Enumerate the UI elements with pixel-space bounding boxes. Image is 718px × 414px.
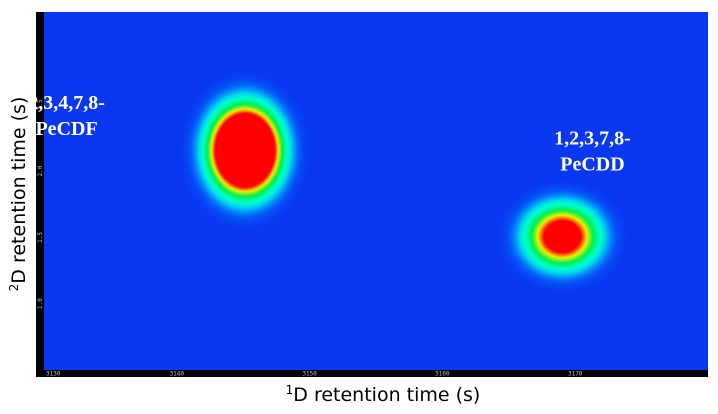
x-axis-title: 1D retention time (s)	[286, 383, 481, 406]
peak-label-1: 2,3,4,7,8- PeCDF	[28, 92, 105, 140]
x-axis-title-superscript: 1	[286, 383, 294, 397]
x-tick-label: 3170	[568, 371, 583, 378]
x-axis-bar	[36, 370, 708, 377]
x-tick-label: 3130	[46, 371, 61, 378]
y-tick-label: 1.0	[37, 298, 44, 309]
y-axis-title: 2D retention time (s)	[7, 97, 30, 292]
x-tick-label: 3140	[170, 371, 185, 378]
peak-label-line1: 1,2,3,7,8-	[554, 128, 631, 150]
y-tick-label: 2.5	[37, 99, 44, 110]
peak-label-line2: PeCDF	[35, 118, 97, 140]
x-tick-label: 3150	[302, 371, 317, 378]
y-axis-ticks: 1.0 1.5 2.0 2.5	[37, 99, 44, 309]
peak-labels: 2,3,4,7,8- PeCDF 1,2,3,7,8- PeCDD	[28, 92, 631, 176]
x-axis-title-text: D retention time (s)	[293, 384, 480, 406]
peak-label-line2: PeCDD	[560, 154, 624, 176]
plot-area	[44, 12, 708, 370]
y-axis-bar	[36, 12, 44, 377]
x-tick-label: 3160	[435, 371, 450, 378]
x-axis-ticks: 3130 3140 3150 3160 3170	[46, 371, 583, 378]
peak-label-line1: 2,3,4,7,8-	[28, 92, 105, 114]
y-axis-title-text: D retention time (s)	[8, 97, 30, 284]
peak-label-2: 1,2,3,7,8- PeCDD	[554, 128, 631, 176]
heatmap-canvas	[44, 12, 708, 370]
y-tick-label: 2.0	[37, 165, 44, 176]
y-axis-title-superscript: 2	[7, 284, 21, 292]
y-tick-label: 1.5	[37, 232, 44, 243]
